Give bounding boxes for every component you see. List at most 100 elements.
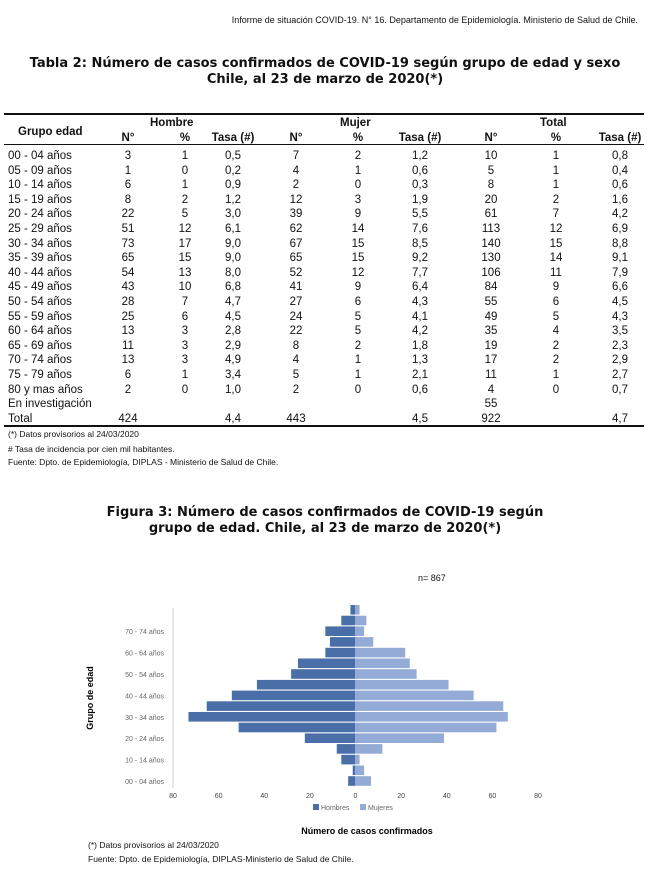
x-tick-label: 60 (215, 793, 223, 800)
table-cell: 5,5 (412, 208, 428, 221)
bar-hombres (206, 701, 355, 711)
y-tick-label: 00 - 04 años (125, 779, 164, 786)
bar-hombres (256, 679, 355, 690)
table-cell: 2,9 (225, 339, 241, 352)
table-cell: 17 (178, 237, 192, 250)
y-tick-label: 60 - 64 años (125, 651, 164, 658)
table-cell: 4,5 (225, 310, 241, 323)
table-cell: 6,4 (412, 281, 428, 294)
row-label: 15 - 19 años (8, 193, 72, 206)
y-tick-label: 10 - 14 años (125, 758, 164, 765)
table-cell: 0,6 (612, 179, 628, 192)
x-axis-title: Número de casos confirmados (301, 826, 433, 836)
n-label-text: n= (418, 573, 429, 583)
table-cell: 113 (481, 223, 501, 235)
bar-hombres (188, 712, 355, 722)
table-cell: 10 (484, 150, 498, 162)
bar-hombres (297, 658, 355, 669)
table-cell: 6 (552, 296, 560, 308)
x-tick-label: 40 (443, 793, 451, 800)
y-tick-label: 30 - 34 años (125, 715, 164, 722)
table-cell: 2 (124, 383, 132, 396)
table-cell: 1 (181, 150, 189, 162)
table-cell: 17 (484, 354, 498, 367)
table-cell: 1 (354, 369, 362, 381)
table-cell: 4,2 (412, 325, 428, 338)
y-tick-label: 40 - 44 años (125, 693, 164, 700)
bar-mujeres (355, 712, 508, 722)
table-cell: 6 (124, 369, 132, 381)
table-cell: 73 (121, 237, 135, 250)
table-cell: 22 (289, 325, 303, 338)
table-cell: 7 (292, 150, 300, 162)
table-cell: 15 (351, 252, 365, 265)
table-cell: 1 (552, 179, 560, 192)
row-label: 30 - 34 años (8, 237, 72, 250)
table-cell: 2 (181, 193, 189, 206)
table-cell: 27 (289, 296, 303, 308)
table-cell: 443 (286, 412, 306, 425)
table-cell: 4 (292, 164, 300, 177)
table-cell: 4,5 (612, 296, 628, 308)
table-cell: 4 (292, 354, 300, 367)
table-cell: 12 (549, 223, 563, 235)
table-cell: 1,2 (225, 193, 241, 206)
bar-mujeres (355, 722, 497, 733)
legend-swatch-mujeres (360, 804, 366, 810)
table-cell: 3 (181, 354, 189, 367)
table-cell: 4,7 (612, 412, 628, 425)
table-cell: 0,8 (612, 150, 628, 162)
table-cell: 9 (552, 281, 560, 294)
legend-label-hombres: Hombres (321, 805, 350, 812)
table-cell: 0 (181, 383, 189, 396)
figure-title-line1: Figura 3: Número de casos confirmados de… (106, 505, 544, 520)
table-cell: 15 (178, 252, 192, 265)
row-label: 60 - 64 años (8, 325, 72, 338)
table-cell: 1 (181, 179, 189, 192)
x-tick-label: 20 (397, 793, 405, 800)
table-cell: 8 (124, 193, 132, 206)
bar-mujeres (355, 669, 417, 679)
n-label: n= 867 (418, 573, 446, 583)
bar-mujeres (355, 754, 360, 765)
bar-mujeres (355, 744, 383, 754)
table-cell: 3,0 (225, 208, 241, 221)
table-cell: 6 (181, 310, 189, 323)
table-cell: 922 (481, 412, 501, 425)
bar-mujeres (355, 701, 504, 711)
table-cell: 130 (481, 252, 501, 265)
bar-mujeres (355, 658, 410, 669)
table-cell: 6 (354, 296, 362, 308)
table-cell: 1,2 (412, 150, 428, 162)
bar-mujeres (355, 679, 449, 690)
sub-header: % (550, 132, 562, 144)
group-header: Grupo edad (18, 126, 83, 138)
table-cell: 13 (121, 325, 135, 338)
legend-swatch-hombres (313, 804, 319, 810)
bar-hombres (336, 744, 355, 754)
table-cell: 9 (354, 281, 362, 294)
table-cell: 0,7 (612, 383, 628, 396)
table-cell: 6,9 (612, 223, 628, 235)
table-cell: 5 (354, 310, 362, 323)
table-cell: 2 (354, 150, 362, 162)
table-cell: 0,3 (412, 179, 428, 192)
sub-header: % (352, 132, 364, 144)
section-header-mujer: Mujer (340, 117, 371, 129)
table-cell: 22 (121, 208, 135, 221)
section-header-hombre: Hombre (150, 117, 194, 129)
bar-hombres (325, 626, 355, 636)
bar-hombres (352, 765, 355, 776)
table-cell: 0,2 (225, 164, 241, 177)
bar-mujeres (355, 776, 371, 786)
bar-hombres (329, 637, 355, 647)
table-cell: 1 (552, 164, 560, 177)
table-cell: 15 (351, 237, 365, 250)
row-label: 35 - 39 años (8, 252, 72, 265)
x-tick-label: 80 (534, 793, 542, 800)
table-cell: 25 (121, 310, 135, 323)
table-cell: 4,3 (612, 310, 628, 323)
table-cell: 3 (181, 325, 189, 338)
table-cell: 11 (122, 339, 134, 352)
bar-mujeres (355, 637, 374, 647)
